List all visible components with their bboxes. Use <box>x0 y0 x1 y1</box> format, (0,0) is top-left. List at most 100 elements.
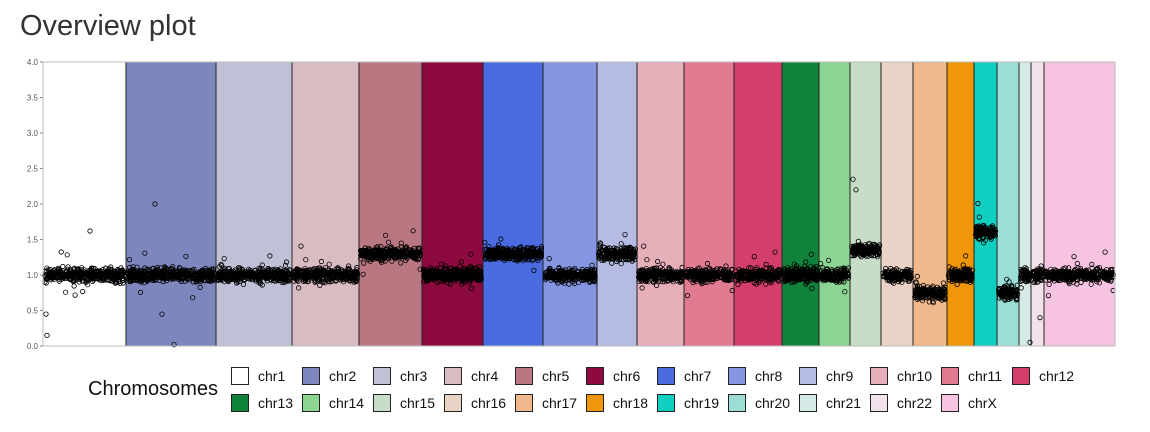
band-chr3 <box>215 61 293 347</box>
point <box>434 279 440 285</box>
point <box>138 279 144 285</box>
point <box>85 282 91 288</box>
point <box>126 268 132 274</box>
band-chr2 <box>125 61 217 347</box>
point <box>382 254 389 260</box>
point <box>197 271 203 278</box>
point <box>168 276 174 282</box>
point <box>88 267 94 273</box>
band-chr18 <box>946 61 975 347</box>
point <box>130 264 136 270</box>
point <box>216 264 222 270</box>
point <box>155 271 161 277</box>
point <box>391 252 397 258</box>
point <box>247 272 253 278</box>
point <box>229 275 235 282</box>
point <box>341 269 348 275</box>
point <box>177 265 183 271</box>
point <box>48 271 54 277</box>
point <box>119 273 125 279</box>
point <box>345 276 351 282</box>
band-chr12 <box>733 61 783 347</box>
point <box>118 267 124 274</box>
point <box>415 249 421 255</box>
band-chr1 <box>43 62 126 346</box>
point <box>58 249 64 255</box>
point <box>283 259 290 265</box>
point <box>428 265 434 271</box>
point <box>326 261 332 267</box>
point <box>206 274 212 280</box>
point <box>60 273 66 279</box>
point <box>279 271 286 277</box>
point <box>282 262 289 268</box>
point <box>139 271 145 277</box>
point <box>143 276 149 283</box>
point <box>93 272 99 278</box>
point <box>367 246 373 252</box>
point <box>322 280 328 286</box>
point <box>274 273 281 280</box>
point <box>60 263 66 270</box>
point <box>390 247 396 253</box>
point <box>111 268 117 274</box>
point <box>202 265 209 272</box>
point <box>338 273 344 280</box>
point <box>113 274 119 280</box>
point <box>183 253 189 259</box>
point <box>263 272 269 279</box>
point <box>354 264 360 271</box>
point <box>180 275 186 281</box>
point <box>259 282 265 288</box>
point <box>439 261 445 267</box>
point <box>259 267 266 273</box>
point <box>398 244 405 250</box>
point <box>64 252 70 258</box>
point <box>416 246 422 252</box>
point <box>404 255 410 261</box>
point <box>382 232 389 238</box>
band-chr17 <box>912 61 948 347</box>
data-points <box>41 176 1117 348</box>
point <box>219 274 225 280</box>
point <box>62 289 69 295</box>
point <box>415 257 421 263</box>
point <box>232 267 238 273</box>
point <box>170 263 176 270</box>
point <box>249 272 256 278</box>
point <box>154 264 161 271</box>
point <box>358 252 364 258</box>
point <box>325 267 332 273</box>
point <box>281 279 287 285</box>
point <box>221 255 227 262</box>
point <box>120 280 126 286</box>
point <box>345 267 351 273</box>
point <box>325 273 332 279</box>
point <box>169 273 175 279</box>
points-chr4 <box>291 243 361 291</box>
point <box>126 256 132 263</box>
band-chr9 <box>596 61 638 347</box>
point <box>71 278 77 284</box>
point <box>143 274 149 280</box>
point <box>152 270 158 276</box>
band-chr15 <box>849 61 882 347</box>
points-chr6 <box>420 251 484 291</box>
point <box>268 278 274 284</box>
point <box>118 265 124 271</box>
point <box>403 244 409 250</box>
point <box>208 278 214 284</box>
point <box>44 265 50 271</box>
point <box>94 276 100 282</box>
band-chrX <box>1043 61 1116 347</box>
point <box>66 270 72 276</box>
point <box>282 276 289 282</box>
point <box>227 268 233 274</box>
band-chr22 <box>1030 61 1045 347</box>
point <box>267 253 273 259</box>
point <box>328 267 334 274</box>
points-chr2 <box>125 250 218 301</box>
band-chr13 <box>781 61 820 347</box>
point <box>300 273 306 279</box>
